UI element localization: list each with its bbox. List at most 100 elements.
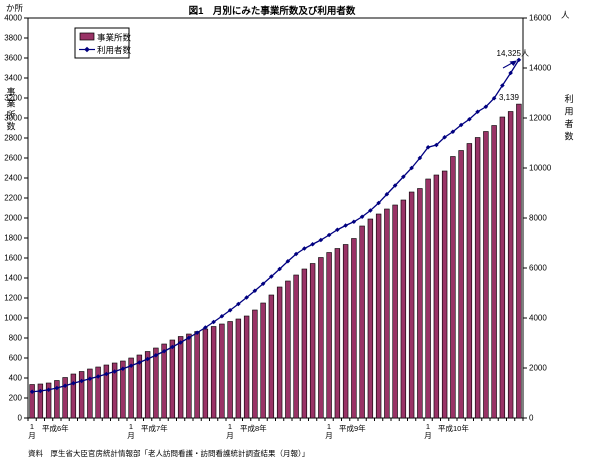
legend-line-marker-icon: [84, 46, 90, 53]
plot-border: [27, 17, 524, 419]
line-point: [211, 319, 216, 325]
x-month-label: 1: [228, 422, 232, 431]
line-point: [475, 109, 480, 115]
bar: [450, 156, 456, 419]
bar: [210, 326, 217, 419]
bar: [507, 111, 514, 419]
line-point: [318, 237, 324, 243]
left-tick-label: 0: [18, 414, 23, 423]
left-tick-label: 2000: [4, 214, 22, 223]
annotation-users-value: 14,325人: [497, 49, 529, 58]
bar: [29, 384, 35, 419]
right-axis-title-char: 用: [564, 107, 573, 117]
line-point: [500, 83, 505, 88]
bar: [342, 244, 349, 419]
x-month-label: 月: [28, 431, 36, 440]
bar: [408, 191, 415, 419]
line-point: [95, 374, 101, 379]
x-month-label: 月: [325, 431, 333, 440]
left-tick-label: 1200: [4, 294, 22, 303]
bar: [351, 238, 357, 419]
annotation-establishments-value: 3,139: [499, 93, 520, 102]
bar: [219, 323, 225, 419]
bar: [235, 318, 242, 419]
x-month-label: 1: [30, 422, 34, 431]
line-point: [236, 301, 241, 307]
bar: [153, 347, 159, 419]
bar: [111, 362, 118, 419]
bar: [301, 268, 308, 419]
bar: [260, 302, 266, 419]
line-point: [87, 376, 93, 382]
left-axis-title-char: 事: [6, 86, 15, 97]
line-point: [293, 251, 299, 257]
line-point: [178, 340, 183, 345]
left-tick-label: 2800: [4, 134, 22, 143]
line-point: [252, 288, 258, 294]
left-tick-label: 2600: [4, 154, 22, 163]
bar: [252, 309, 258, 419]
line-point: [310, 241, 315, 247]
left-axis-title-char: 所: [6, 110, 15, 120]
line-point: [104, 371, 109, 377]
left-axis-title-char: 業: [6, 98, 15, 109]
x-month-label: 月: [127, 431, 135, 440]
line-point: [112, 369, 117, 374]
line-point: [401, 174, 406, 180]
bar: [78, 371, 85, 419]
line-point: [260, 281, 266, 287]
line-point: [153, 352, 159, 358]
left-axis-unit-label: か所: [6, 3, 24, 13]
legend-label-users: 利用者数: [97, 45, 132, 55]
left-tick-label: 3200: [4, 94, 22, 103]
bar: [334, 248, 341, 419]
line-point: [38, 388, 43, 394]
bar: [441, 170, 448, 419]
bar: [293, 274, 299, 419]
x-year-label: 平成7年: [141, 423, 168, 433]
bar: [375, 213, 382, 419]
left-tick-label: 3000: [4, 114, 22, 123]
bar: [392, 204, 398, 419]
left-tick-label: 4000: [4, 14, 22, 23]
left-tick-label: 2400: [4, 174, 22, 183]
left-tick-label: 800: [9, 334, 23, 343]
left-tick-label: 3400: [4, 74, 22, 83]
x-year-label: 平成10年: [438, 423, 469, 433]
line-point: [244, 295, 249, 300]
line-point: [227, 307, 233, 313]
line-point: [467, 116, 472, 122]
line-point: [71, 380, 76, 386]
line-point: [434, 142, 439, 148]
legend-bar-swatch: [79, 32, 95, 41]
y-axis-right-ticks: 0 2000 4000 6000 8000 10000 12000 14000 16000: [523, 14, 552, 423]
bar: [62, 377, 68, 419]
line-point: [137, 360, 142, 365]
line-point: [219, 313, 225, 319]
left-tick-label: 400: [9, 374, 23, 383]
x-year-label: 平成9年: [339, 423, 366, 433]
line-point: [79, 378, 84, 384]
bar: [95, 366, 101, 419]
bar: [499, 116, 506, 419]
line-point: [417, 155, 423, 161]
line-point: [128, 363, 134, 369]
left-tick-label: 2200: [4, 194, 22, 203]
bar: [136, 354, 143, 419]
line-point: [368, 208, 373, 213]
bar: [400, 199, 407, 419]
bar: [458, 150, 464, 419]
bar: [169, 339, 176, 419]
line-point: [392, 183, 398, 188]
line-point: [508, 70, 513, 76]
line-point: [384, 191, 390, 197]
left-tick-label: 1800: [4, 234, 22, 243]
right-tick-label: 12000: [529, 114, 552, 123]
bar: [466, 143, 473, 419]
right-axis-title-char: 利: [564, 93, 573, 104]
line-point: [483, 104, 489, 110]
x-month-label: 月: [424, 431, 432, 440]
bar: [425, 178, 431, 419]
